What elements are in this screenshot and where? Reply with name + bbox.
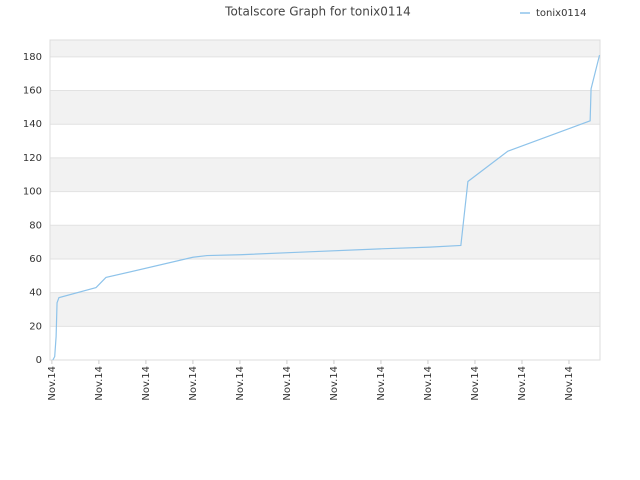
- x-tick-label: Nov.14: [517, 366, 528, 401]
- y-tick-label: 140: [23, 119, 42, 130]
- x-tick-label: Nov.14: [141, 366, 152, 401]
- legend-label: tonix0114: [536, 8, 587, 19]
- y-tick-label: 40: [29, 288, 42, 299]
- x-tick-label: Nov.14: [188, 366, 199, 401]
- y-tick-label: 180: [23, 52, 42, 63]
- y-tick-label: 0: [36, 355, 42, 366]
- y-tick-label: 160: [23, 86, 42, 97]
- y-tick-label: 100: [23, 187, 42, 198]
- grid-band: [50, 90, 600, 125]
- plot-frame: [49, 39, 601, 361]
- x-tick-label: Nov.14: [329, 366, 340, 401]
- y-tick-label: 20: [29, 321, 42, 332]
- x-tick-label: Nov.14: [470, 366, 481, 401]
- grid-band: [50, 40, 600, 57]
- y-tick-label: 120: [23, 153, 42, 164]
- x-tick-label: Nov.14: [423, 366, 434, 401]
- grid-band: [50, 225, 600, 259]
- y-tick-label: 80: [29, 220, 42, 231]
- y-tick-label: 60: [29, 254, 42, 265]
- x-tick-label: Nov.14: [94, 366, 105, 401]
- chart-title: Totalscore Graph for tonix0114: [224, 5, 411, 19]
- line: [52, 55, 601, 361]
- grid-band: [50, 157, 600, 192]
- grid-band: [50, 292, 600, 327]
- x-tick-label: Nov.14: [376, 366, 387, 401]
- x-tick-label: Nov.14: [564, 366, 575, 401]
- x-tick-label: Nov.14: [282, 366, 293, 401]
- x-tick-label: Nov.14: [47, 366, 58, 401]
- x-tick-label: Nov.14: [235, 366, 246, 401]
